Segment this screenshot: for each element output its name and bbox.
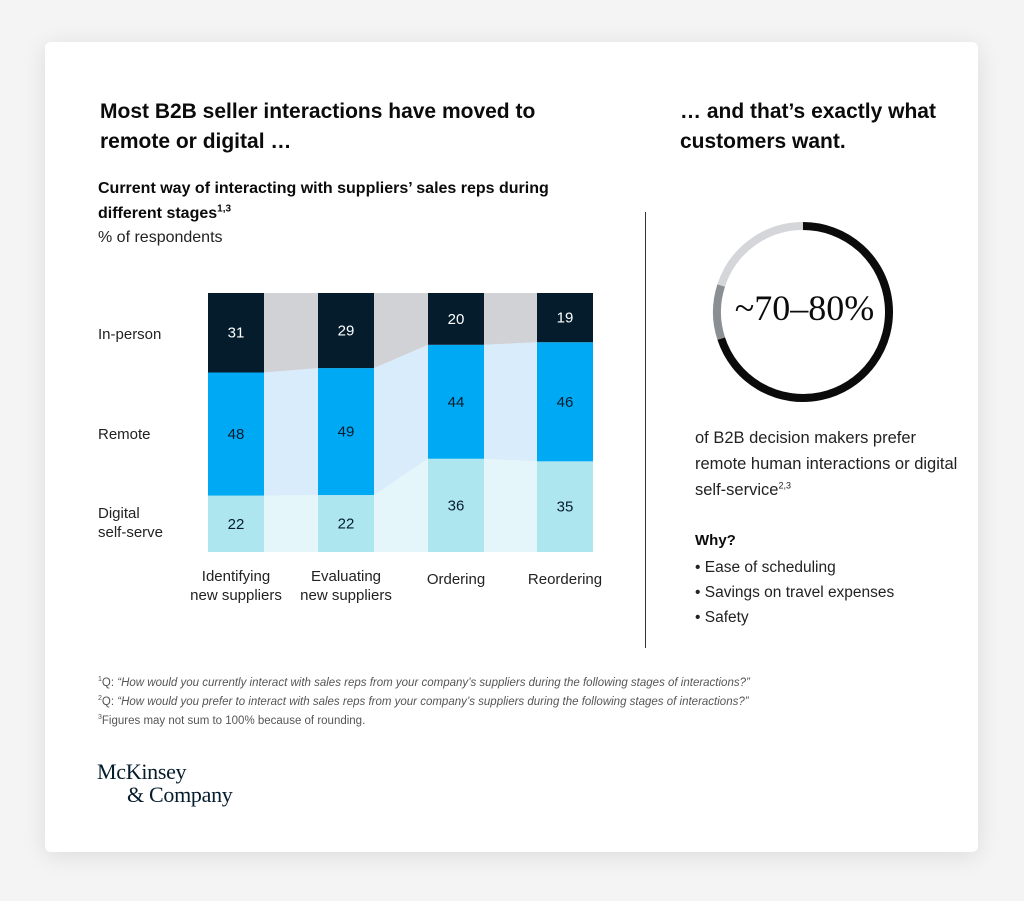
data-label: 49 [338, 424, 355, 441]
chart-subtitle: Current way of interacting with supplier… [98, 176, 568, 226]
reason-item: • Savings on travel expenses [695, 584, 895, 601]
bar-segment-in-person [537, 293, 593, 343]
reason-item: • Safety [695, 609, 749, 626]
infographic-card: Most B2B seller interactions have moved … [45, 42, 978, 852]
logo-line2: & Company [127, 782, 233, 807]
bar-segment-remote [208, 372, 264, 496]
data-label: 46 [557, 394, 574, 411]
flow-band-in-person [484, 293, 537, 345]
row-label-digital: Digital self-serve [98, 504, 163, 542]
bar-segment-in-person [208, 293, 264, 373]
bar-segment-digital-self-serve [318, 495, 374, 552]
row-label-in-person: In-person [98, 326, 162, 343]
donut-percentage-label: ~70–80% [734, 288, 875, 328]
donut-arc-remainder [717, 222, 804, 287]
category-label: new suppliers [300, 587, 392, 604]
footnote-1-marker: 1 [98, 676, 102, 684]
flow-band-remote [374, 344, 428, 496]
flow-band-remote [264, 368, 318, 496]
flow-band-digital-self-serve [264, 495, 318, 552]
bar-segment-remote [428, 344, 484, 459]
footnote-2-text: “How would you prefer to interact with s… [117, 696, 749, 708]
flow-band-digital-self-serve [484, 458, 537, 552]
reasons-list: • Ease of scheduling • Savings on travel… [695, 555, 894, 630]
bar-segment-remote [537, 342, 593, 462]
donut-description-footnote-ref: 2,3 [778, 480, 791, 491]
bar-segment-digital-self-serve [537, 461, 593, 552]
data-label: 36 [448, 497, 465, 514]
donut-description-text: of B2B decision makers prefer remote hum… [695, 429, 958, 499]
chart-subtitle-footnote-ref: 1,3 [217, 203, 232, 215]
category-label: Reordering [528, 571, 602, 588]
flow-band-in-person [264, 293, 318, 373]
category-label: Evaluating [311, 568, 381, 585]
data-label: 44 [448, 394, 465, 411]
footnote-3-marker: 3 [98, 714, 102, 722]
data-label: 35 [557, 499, 574, 516]
mckinsey-logo: McKinsey & Company [97, 759, 233, 807]
stacked-bar-chart: 22 22 36 35 48 49 44 46 31 29 20 19 Identifying new s… [190, 293, 602, 604]
category-label: new suppliers [190, 587, 282, 604]
bar-segment-remote [318, 368, 374, 496]
chart-subtitle-text: Current way of interacting with supplier… [98, 180, 549, 222]
flow-band-digital-self-serve [374, 458, 428, 552]
headline-left: Most B2B seller interactions have moved … [100, 100, 536, 153]
data-label: 48 [228, 426, 245, 443]
footnote-3: 3Figures may not sum to 100% because of … [98, 714, 365, 728]
footnote-1-text: “How would you currently interact with s… [117, 677, 750, 689]
data-label: 22 [338, 516, 355, 533]
donut-arc-majority [717, 222, 893, 402]
why-heading: Why? [695, 532, 736, 549]
unit-label: % of respondents [98, 229, 223, 246]
row-label-digital-line1: Digital [98, 505, 140, 522]
footnote-2-marker: 2 [98, 695, 102, 703]
data-label: 29 [338, 323, 355, 340]
bar-segment-digital-self-serve [208, 495, 264, 552]
footnote-2: 2Q: “How would you prefer to interact wi… [98, 695, 749, 709]
flow-band-remote [484, 342, 537, 462]
bar-segment-in-person [428, 293, 484, 345]
footnote-1: 1Q: “How would you currently interact wi… [98, 676, 750, 690]
data-label: 31 [228, 325, 245, 342]
bar-segment-digital-self-serve [428, 458, 484, 552]
logo-line1: McKinsey [97, 759, 187, 784]
flow-band-in-person [374, 293, 428, 369]
headline-right: … and that’s exactly what customers want… [680, 100, 936, 153]
data-label: 19 [557, 310, 574, 327]
reason-item: • Ease of scheduling [695, 559, 836, 576]
donut-description: of B2B decision makers prefer remote hum… [695, 425, 965, 503]
footnote-1-prefix: Q: [101, 677, 118, 689]
vertical-divider [645, 212, 646, 648]
footnote-3-text: Figures may not sum to 100% because of r… [101, 715, 366, 727]
donut-arc-range [713, 284, 726, 340]
donut-chart [713, 222, 893, 402]
data-label: 20 [448, 311, 465, 328]
category-label: Ordering [427, 571, 485, 588]
row-label-remote: Remote [98, 426, 151, 443]
footnote-2-prefix: Q: [101, 696, 118, 708]
category-label: Identifying [202, 568, 270, 585]
row-label-digital-line2: self-serve [98, 524, 164, 541]
bar-segment-in-person [318, 293, 374, 369]
data-label: 22 [228, 516, 245, 533]
